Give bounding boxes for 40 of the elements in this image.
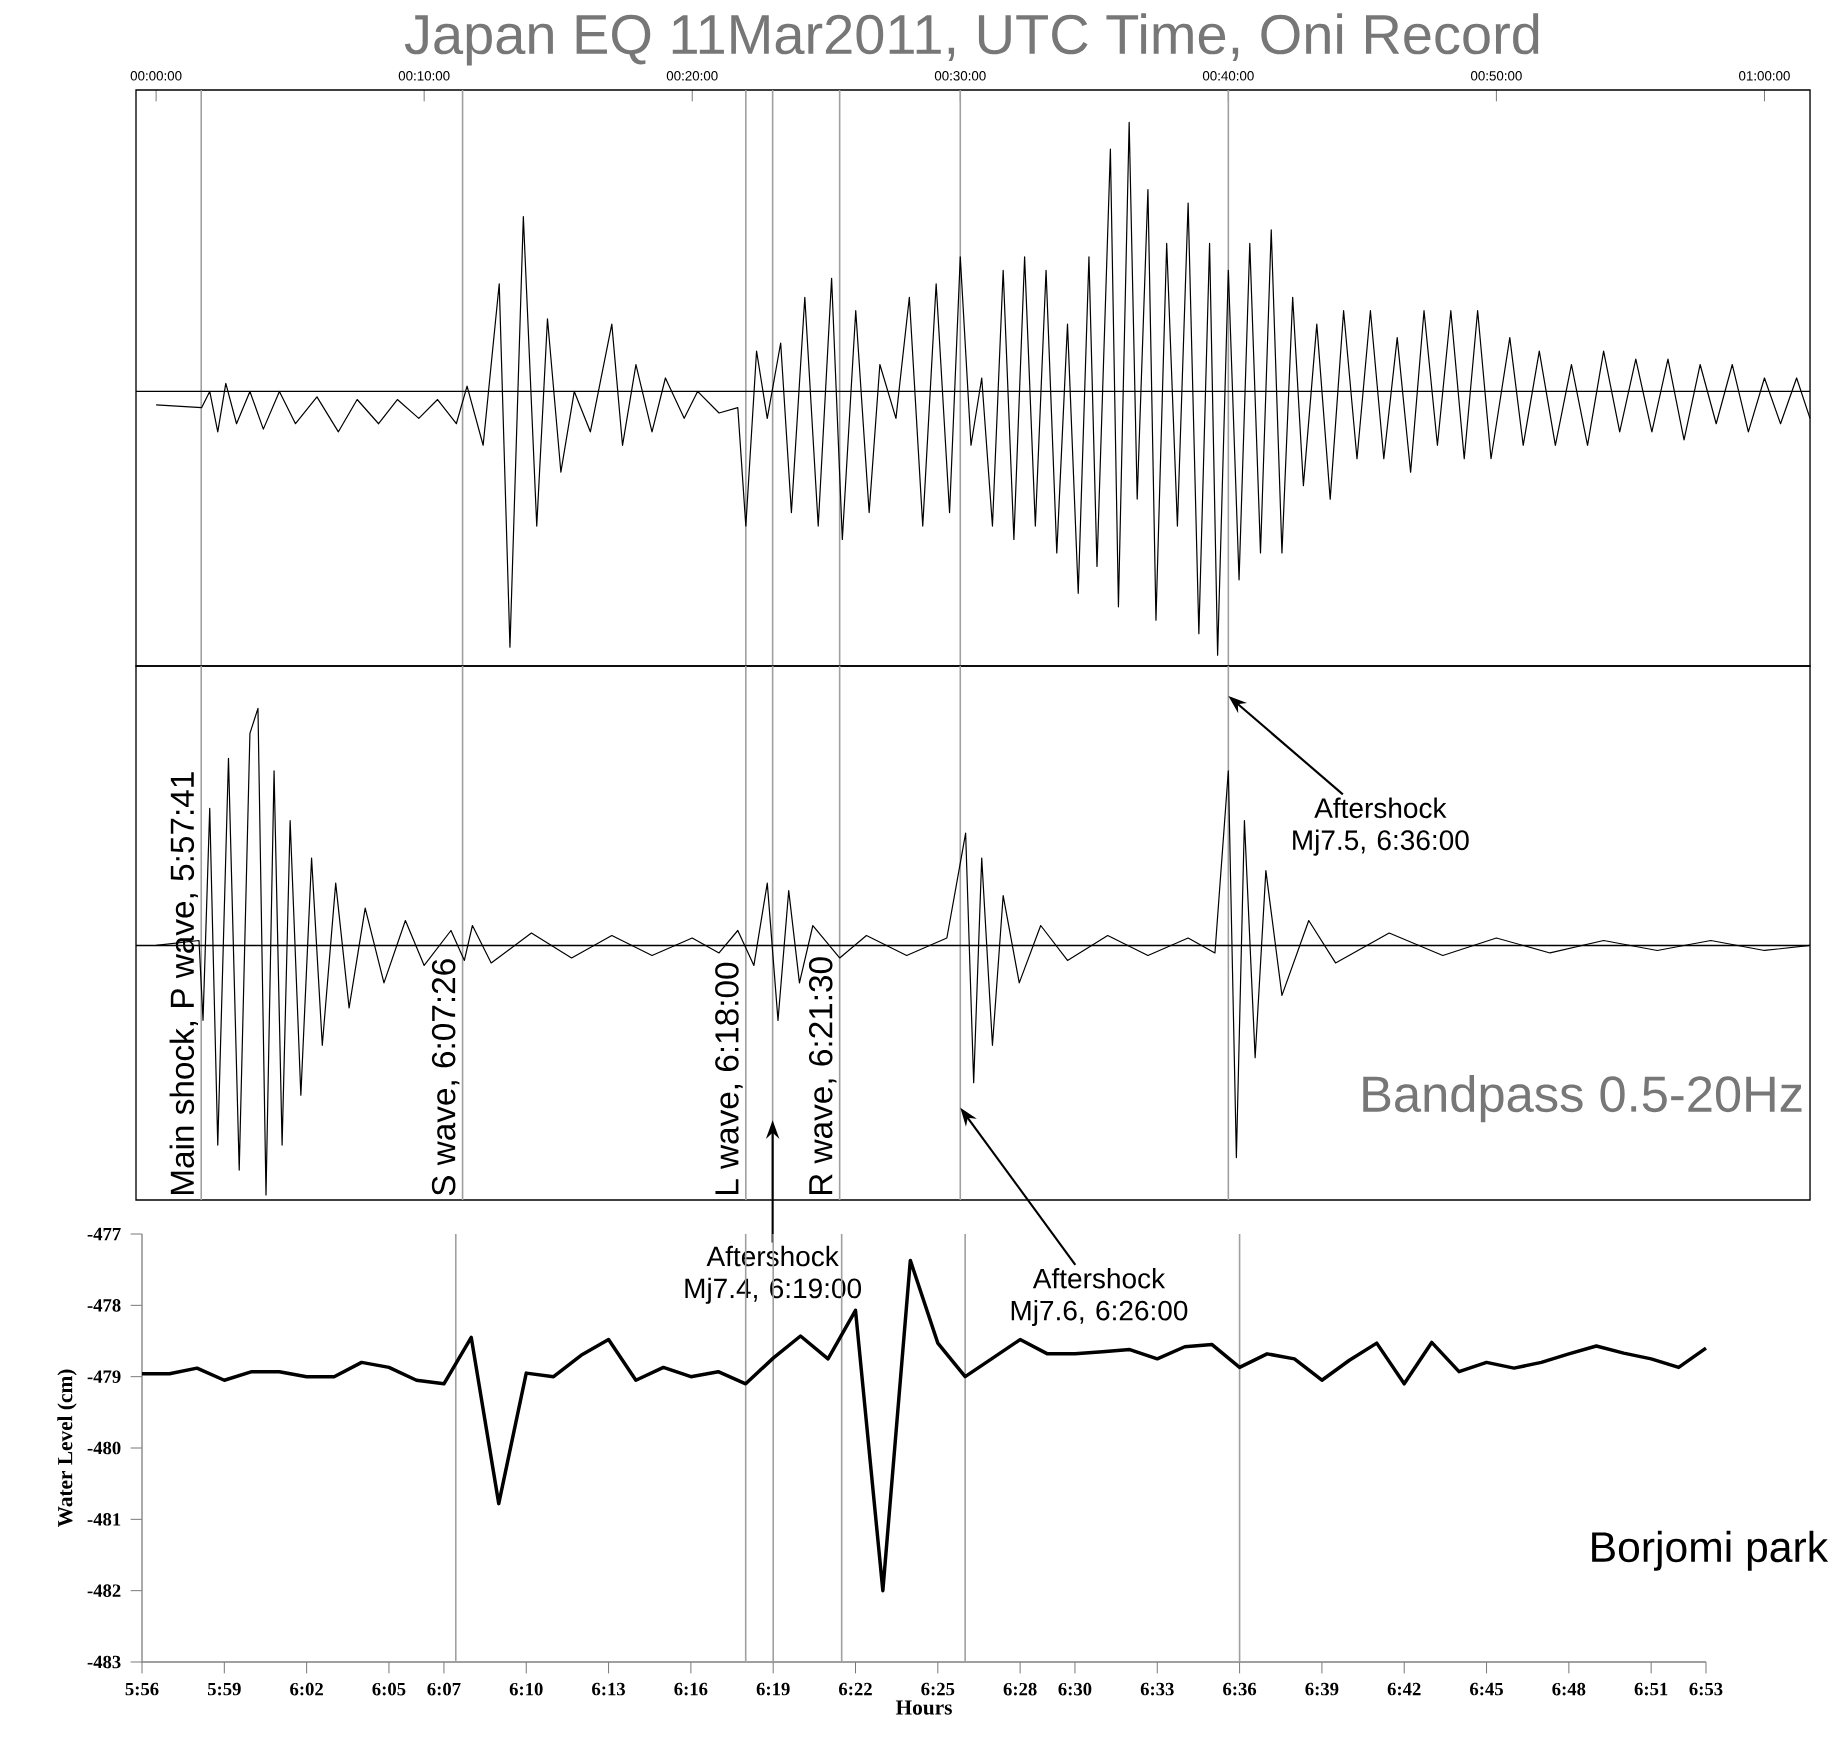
x-tick-label: 6:19 [756, 1682, 790, 1696]
x-tick-label: 6:48 [1552, 1682, 1586, 1696]
x-tick-label: 5:56 [125, 1682, 159, 1696]
annotation: Aftershock Mj7.5, 6:36:00 [1293, 797, 1469, 856]
x-tick-label: 6:28 [1003, 1682, 1037, 1696]
x-tick-label: 6:53 [1689, 1682, 1723, 1696]
x-tick-label: 6:25 [921, 1682, 955, 1696]
y-tick-label: -482 [87, 1584, 121, 1597]
x-tick-label: 5:59 [207, 1682, 241, 1696]
x-tick-label: 6:45 [1470, 1682, 1503, 1696]
x-tick-label: 6:05 [372, 1682, 406, 1696]
annotation: Borjomi park [1592, 1530, 1829, 1571]
y-tick-label: -477 [87, 1227, 121, 1241]
x-tick-label: 6:42 [1387, 1682, 1421, 1696]
y-tick-label: -479 [87, 1370, 121, 1383]
y-tick-label: -480 [87, 1441, 121, 1455]
x-tick-label: 6:07 [427, 1682, 461, 1696]
annotation: R wave, 6:21:30 [808, 957, 837, 1195]
x-tick-label: 6:30 [1058, 1682, 1092, 1696]
x-tick-label: 6:39 [1305, 1682, 1339, 1696]
annotation: Bandpass 0.5-20Hz [1363, 1074, 1802, 1123]
x-tick-label: 6:22 [839, 1682, 872, 1696]
annotation: Aftershock Mj7.6, 6:26:00 [1011, 1267, 1188, 1327]
annotation: S wave, 6:07:26 [431, 959, 460, 1196]
annotation: Aftershock Mj7.4, 6:19:00 [685, 1245, 862, 1304]
y-tick-label: -478 [87, 1299, 121, 1312]
chart-title: Japan EQ 11Mar2011, UTC Time, Oni Record [404, 13, 1539, 66]
x-tick-label: 6:51 [1634, 1682, 1668, 1696]
y-tick-label: -481 [87, 1513, 121, 1526]
x-tick-label: 6:02 [290, 1682, 323, 1696]
y-axis-title: Water Level (cm) [57, 1369, 77, 1528]
x-tick-label: 6:10 [509, 1682, 543, 1696]
x-axis-title: Hours [895, 1700, 952, 1715]
x-tick-label: 6:36 [1223, 1682, 1257, 1696]
annotation: L wave, 6:18:00 [715, 962, 743, 1195]
y-tick-label: -483 [87, 1655, 121, 1669]
x-tick-label: 6:13 [592, 1682, 626, 1696]
x-tick-label: 6:33 [1140, 1682, 1174, 1696]
annotation: Main shock, P wave, 5:57:41 [169, 772, 199, 1195]
x-tick-label: 6:16 [674, 1682, 708, 1696]
